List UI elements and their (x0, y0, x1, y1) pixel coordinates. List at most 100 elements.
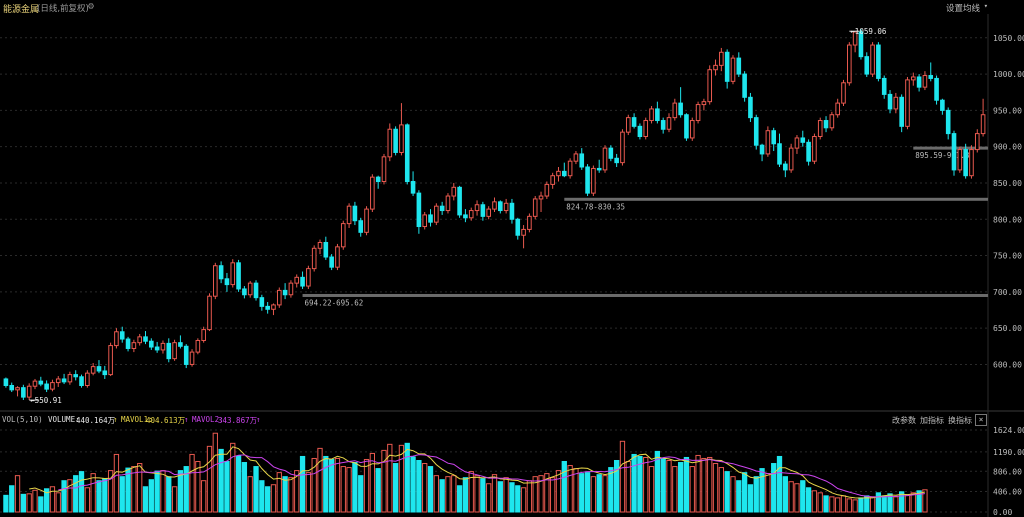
price-tick-label: 750.00 (993, 252, 1022, 261)
price-tick-label: 850.00 (993, 179, 1022, 188)
volume-indicator-label[interactable]: VOL(5,10) (2, 415, 43, 424)
volume-bar (160, 470, 166, 513)
close-icon[interactable]: × (975, 414, 987, 426)
volume-bar (573, 468, 579, 513)
volume-bar (602, 475, 608, 513)
volume-bar (131, 466, 137, 513)
candle-body (672, 102, 678, 119)
candle-body (358, 220, 364, 233)
candle-body (323, 241, 329, 258)
candle-body (771, 130, 776, 145)
candle-body (79, 376, 84, 386)
candle-body (596, 167, 602, 171)
volume-bar (916, 490, 922, 513)
volume-bar (852, 499, 858, 513)
candle-body (527, 215, 532, 230)
candle-body (306, 268, 311, 287)
candle-body (631, 117, 637, 127)
candle-body (317, 241, 323, 249)
volume-bar (811, 490, 818, 513)
volume-bar (265, 486, 271, 513)
volume-bar (730, 476, 736, 513)
volume-bar (741, 472, 748, 513)
volume-bar (904, 494, 911, 513)
candle-body (276, 289, 282, 306)
gear-icon[interactable]: ⚙ (88, 1, 95, 12)
security-name: 能源金属 (3, 5, 40, 15)
candle-body (3, 378, 9, 386)
candle-body (108, 345, 113, 376)
candle-body (963, 149, 968, 177)
candle-body (404, 124, 410, 183)
candle-body (352, 205, 358, 222)
volume-bar (387, 443, 393, 513)
candle-body (416, 192, 422, 228)
chevron-down-icon[interactable]: ▾ (983, 2, 988, 10)
candle-body (259, 297, 265, 307)
volume-bar (881, 495, 887, 513)
candle-body (788, 147, 794, 171)
candle-body (922, 75, 928, 88)
volume-bar (201, 480, 207, 513)
volume-tick-label: 1624.00 (993, 426, 1024, 435)
candle-body (591, 167, 596, 194)
volume-bar (410, 456, 416, 513)
candle-body (422, 214, 428, 228)
volume-bar (724, 471, 730, 513)
candle-body (439, 205, 445, 212)
volume-bar (125, 467, 131, 513)
candle-body (311, 247, 317, 270)
volume-bar (887, 493, 893, 513)
candle-body (73, 374, 79, 378)
candle-body (864, 56, 870, 75)
candle-body (969, 149, 974, 177)
candle-body (736, 57, 742, 75)
volume-bar (835, 497, 841, 513)
candle-body (85, 372, 90, 386)
candle-body (660, 120, 666, 130)
candle-body (765, 130, 771, 155)
volume-indicator-bar: VOL(5,10) VOLUME: 440.164万 ↑ MAVOL1: 404… (0, 414, 1024, 426)
mavol2-value: 343.867万 (218, 416, 258, 425)
candle-body (428, 214, 433, 223)
candle-body (753, 117, 759, 146)
volume-tick-label: 806.00 (993, 467, 1022, 476)
candle-body (61, 378, 67, 383)
volume-bar (154, 470, 160, 513)
candle-body (905, 79, 910, 127)
candle-body (410, 181, 416, 194)
add-indicator-button[interactable]: 加指标 (920, 416, 944, 425)
candle-body (870, 44, 875, 75)
candle-body (684, 114, 689, 139)
volume-bar (212, 432, 218, 513)
candle-body (625, 117, 631, 133)
switch-indicator-button[interactable]: 换指标 (948, 416, 972, 425)
candle-body (509, 202, 515, 220)
candle-body (242, 288, 247, 296)
volume-bar (38, 496, 44, 513)
volume-bar (805, 487, 812, 513)
ma-settings-button[interactable]: 设置均线 (945, 4, 980, 14)
volume-bar (637, 455, 643, 513)
price-tick-label: 600.00 (993, 360, 1022, 369)
candle-body (951, 133, 957, 171)
candle-body (858, 31, 864, 58)
candle-body (119, 331, 125, 340)
volume-bar (520, 487, 527, 513)
volume-bar (497, 481, 503, 513)
volume-bar (288, 477, 294, 513)
candle-body (143, 336, 148, 342)
candle-body (125, 338, 131, 349)
volume-bar (195, 461, 201, 513)
volume-bar (9, 485, 15, 513)
candle-body (899, 96, 904, 127)
candle-body (934, 77, 939, 101)
candle-body (370, 176, 375, 210)
volume-bar (451, 475, 457, 513)
volume-bar (759, 468, 765, 513)
volume-arrow-icon: ↑ (113, 415, 118, 424)
candle-body (957, 149, 963, 171)
edit-params-button[interactable]: 改参数 (892, 416, 916, 425)
volume-bar (270, 484, 277, 513)
